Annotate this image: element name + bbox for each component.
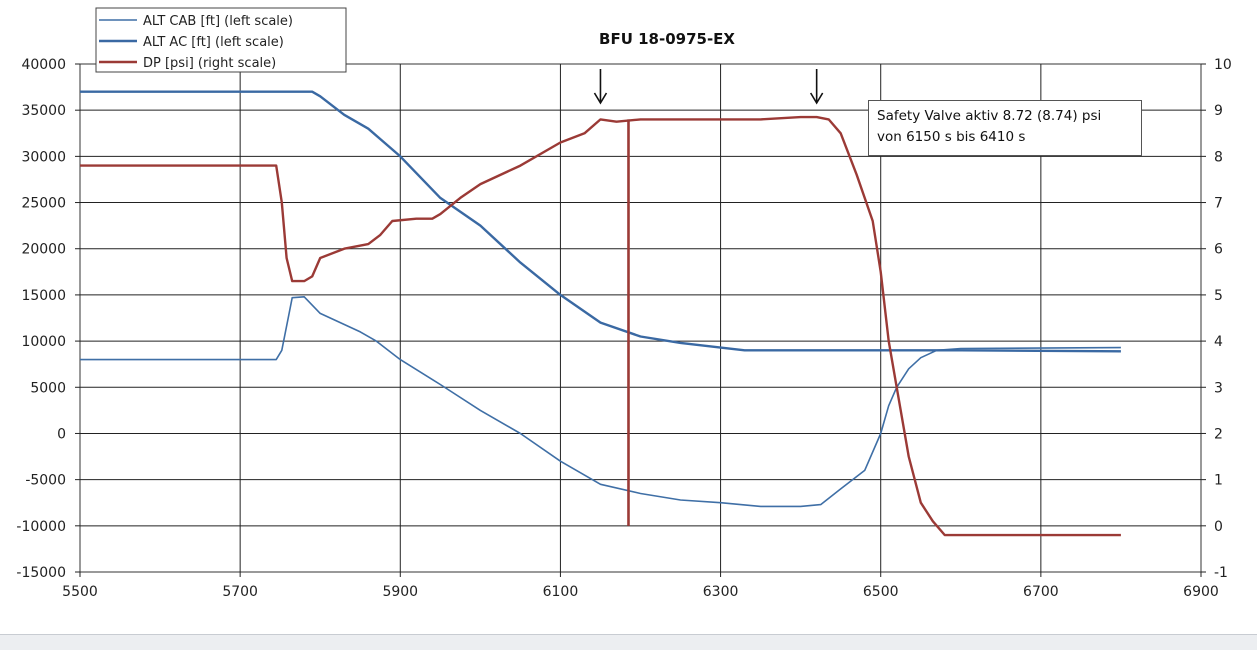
y-right-tick-label: 5: [1214, 288, 1223, 304]
y-left-tick-label: 40000: [21, 57, 66, 73]
y-left-tick-label: 35000: [21, 103, 66, 119]
annotation-line-1: Safety Valve aktiv 8.72 (8.74) psi: [877, 108, 1102, 124]
annotation-textbox: Safety Valve aktiv 8.72 (8.74) psi von 6…: [868, 100, 1142, 156]
y-right-tick-label: 7: [1214, 196, 1223, 212]
legend-label: ALT CAB [ft] (left scale): [143, 14, 293, 29]
y-left-tick-label: 15000: [21, 288, 66, 304]
y-right-tick-label: 4: [1214, 334, 1223, 350]
y-right-tick-label: 0: [1214, 519, 1223, 535]
x-tick-label: 6100: [543, 584, 579, 600]
down-arrow-head-icon: [809, 92, 824, 105]
y-right-tick-label: 1: [1214, 473, 1223, 489]
y-right-tick-label: 3: [1214, 380, 1223, 396]
chart-title: BFU 18-0975-EX: [599, 30, 735, 48]
down-arrow-head-icon: [593, 92, 608, 105]
y-left-tick-label: -5000: [25, 473, 66, 489]
y-right-tick-label: 2: [1214, 426, 1223, 442]
y-left-tick-label: 0: [57, 426, 66, 442]
y-right-tick-label: 8: [1214, 149, 1223, 165]
y-right-tick-label: 9: [1214, 103, 1223, 119]
y-left-tick-label: 25000: [21, 196, 66, 212]
y-left-tick-label: 5000: [30, 380, 66, 396]
x-tick-label: 5900: [382, 584, 418, 600]
y-left-tick-label: 30000: [21, 149, 66, 165]
legend-label: DP [psi] (right scale): [143, 56, 276, 71]
series-line-1: [80, 90, 1121, 353]
legend-box: [95, 7, 347, 73]
y-left-tick-label: -10000: [16, 519, 66, 535]
y-left-tick-label: 10000: [21, 334, 66, 350]
chart-frame: 5500 5700 5900 6100 6300 6500 6700 6900 40000 350…: [0, 0, 1257, 635]
legend-label: ALT AC [ft] (left scale): [143, 35, 284, 50]
y-right-tick-label: 6: [1214, 242, 1223, 258]
x-tick-label: 6500: [863, 584, 899, 600]
line-chart: 5500 5700 5900 6100 6300 6500 6700 690040000350…: [16, 7, 1232, 600]
y-right-tick-label: -1: [1214, 565, 1228, 581]
x-tick-label: 5500: [62, 584, 98, 600]
annotation-line-2: von 6150 s bis 6410 s: [877, 129, 1026, 145]
legend: ALT CAB [ft] (left scale) ALT AC [ft] (le…: [95, 7, 347, 73]
y-left-tick-label: -15000: [16, 565, 66, 581]
x-tick-label: 6700: [1023, 584, 1059, 600]
series-line-2: [80, 115, 1121, 537]
x-tick-label: 5700: [222, 584, 258, 600]
x-tick-label: 6900: [1183, 584, 1219, 600]
x-tick-label: 6300: [703, 584, 739, 600]
y-left-tick-label: 20000: [21, 242, 66, 258]
y-right-tick-label: 10: [1214, 57, 1232, 73]
